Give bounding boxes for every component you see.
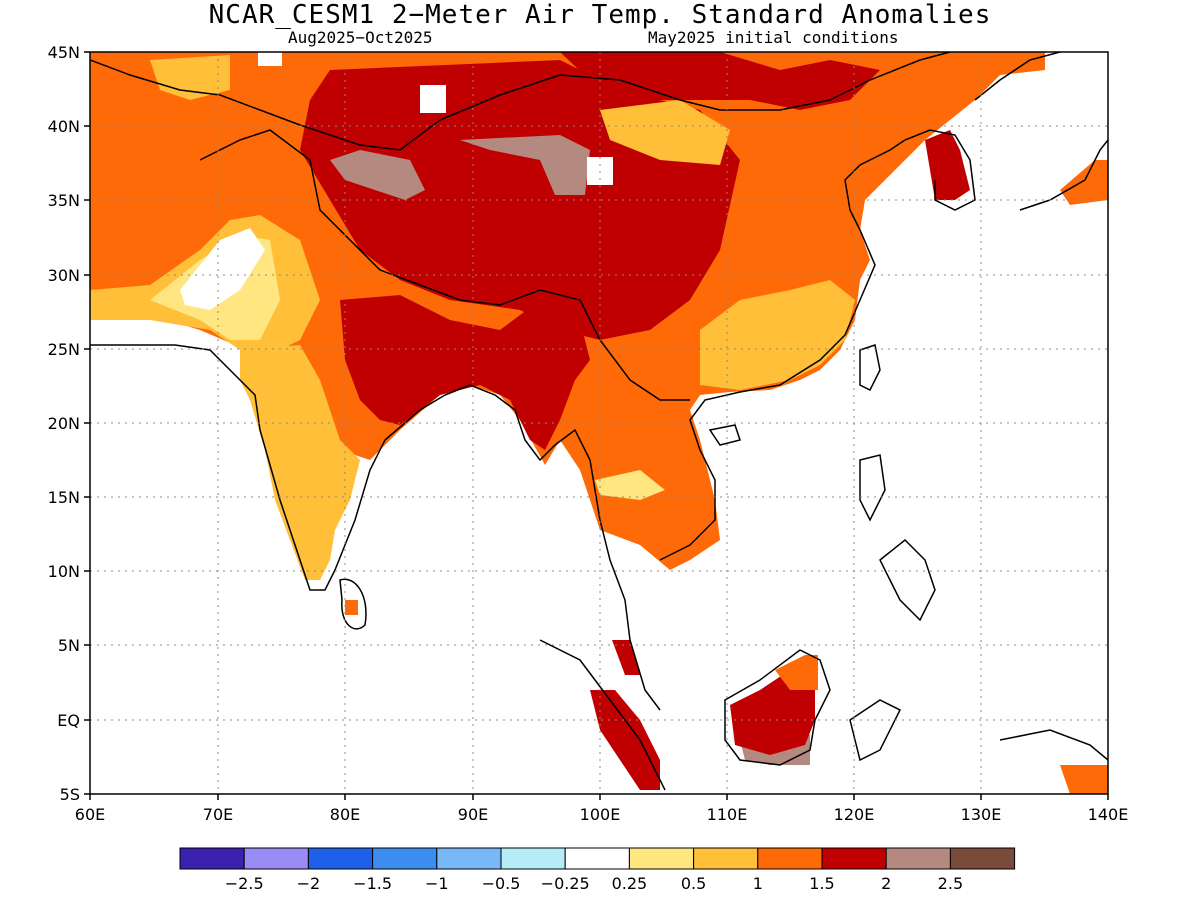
gridlines (90, 52, 1108, 794)
colorbar-swatch (500, 847, 566, 870)
lon-label: 130E (961, 805, 1002, 824)
lon-label: 80E (330, 805, 360, 824)
colorbar-swatch (436, 847, 502, 870)
lat-label: 5S (60, 785, 80, 804)
anomaly-region-red-malaya (612, 640, 640, 675)
colorbar-swatch (885, 847, 951, 870)
colorbar-swatch (757, 847, 823, 870)
colorbar-label: −0.25 (541, 874, 590, 893)
tick-marks (84, 51, 1109, 800)
lon-label: 110E (707, 805, 748, 824)
colorbar: −2.5 −2 −1.5 −1 −0.5 −0.25 0.25 0.5 1 1.5 2 2.5 (179, 847, 1016, 893)
lat-label: 30N (48, 266, 80, 285)
lat-label: 20N (48, 414, 80, 433)
colorbar-label: 1 (753, 874, 763, 893)
colorbar-swatch (693, 847, 759, 870)
lon-label: 140E (1088, 805, 1129, 824)
init-conditions-label: May2025 initial conditions (648, 28, 899, 47)
lat-label: 5N (58, 636, 80, 655)
colorbar-swatch (372, 847, 438, 870)
anomaly-region-red-northeast (560, 52, 880, 110)
colorbar-swatch (628, 847, 695, 870)
colorbar-swatch (949, 847, 1016, 870)
lon-label: 120E (834, 805, 875, 824)
colorbar-label: 2 (881, 874, 891, 893)
lat-label: 10N (48, 562, 80, 581)
anomaly-region-orange-borneo (775, 655, 818, 690)
anomaly-region-brown-tibet (330, 150, 425, 200)
coastlines (90, 52, 1108, 791)
anomaly-region-red-sumatra (590, 690, 660, 790)
anomaly-region-yellow-india (240, 345, 360, 580)
anomaly-region-orange-japan (1060, 160, 1108, 205)
lat-label: 25N (48, 340, 80, 359)
colorbar-swatch (179, 847, 245, 870)
colorbar-swatch (564, 847, 630, 870)
colorbar-label: 2.5 (938, 874, 963, 893)
colorbar-label: 0.25 (612, 874, 648, 893)
colorbar-label: 0.5 (681, 874, 706, 893)
colorbar-label: 1.5 (809, 874, 834, 893)
colorbar-label: −1.5 (353, 874, 392, 893)
anomaly-field (90, 52, 1108, 794)
map-title: NCAR_CESM1 2−Meter Air Temp. Standard An… (208, 0, 992, 30)
anomaly-region-red-india (340, 295, 590, 450)
lat-label: EQ (57, 711, 80, 730)
lat-label: 45N (48, 43, 80, 62)
colorbar-swatch (307, 847, 374, 870)
lat-label: 15N (48, 488, 80, 507)
longitude-labels: 60E 70E 80E 90E 100E 110E 120E 130E 140E (75, 805, 1129, 824)
lat-label: 40N (48, 117, 80, 136)
colorbar-label: −1 (425, 874, 449, 893)
colorbar-label: −2.5 (225, 874, 264, 893)
anomaly-region-brown-qinghai (460, 135, 590, 195)
anomaly-region-red-srilanka (345, 600, 358, 615)
anomaly-region-yellow-north (600, 100, 730, 165)
colorbar-label: −2 (297, 874, 321, 893)
anomaly-region-yellow-top (150, 55, 230, 100)
anomaly-region-white-west (180, 228, 265, 310)
anomaly-region-orange-newguinea (1060, 765, 1108, 794)
anomaly-region-lightyellow-seasia (595, 470, 665, 500)
season-label: Aug2025−Oct2025 (288, 28, 433, 47)
colorbar-swatch (821, 847, 887, 870)
anomaly-region-red-korea (925, 130, 970, 200)
anomaly-region-white-arabia (90, 320, 180, 350)
lon-label: 100E (580, 805, 621, 824)
colorbar-label: −0.5 (482, 874, 521, 893)
lon-label: 60E (75, 805, 105, 824)
latitude-labels: 45N 40N 35N 30N 25N 20N 15N 10N 5N EQ 5S (48, 43, 80, 804)
lon-label: 70E (203, 805, 233, 824)
lat-label: 35N (48, 191, 80, 210)
lon-label: 90E (458, 805, 488, 824)
colorbar-swatch (243, 847, 309, 870)
